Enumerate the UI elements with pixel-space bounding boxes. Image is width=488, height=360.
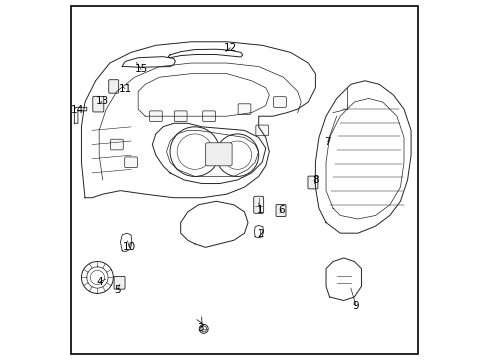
Text: 4: 4 xyxy=(97,277,103,287)
Text: 15: 15 xyxy=(134,64,147,75)
FancyBboxPatch shape xyxy=(276,204,285,216)
Text: 12: 12 xyxy=(223,43,237,53)
FancyBboxPatch shape xyxy=(255,125,268,136)
Text: 13: 13 xyxy=(95,96,108,106)
FancyBboxPatch shape xyxy=(205,143,232,166)
FancyBboxPatch shape xyxy=(108,80,119,93)
Text: 3: 3 xyxy=(197,323,203,333)
FancyBboxPatch shape xyxy=(114,276,125,289)
FancyBboxPatch shape xyxy=(253,196,263,213)
Text: 7: 7 xyxy=(324,137,330,147)
FancyBboxPatch shape xyxy=(238,104,250,114)
Text: 2: 2 xyxy=(257,229,263,239)
FancyBboxPatch shape xyxy=(124,157,137,168)
Text: 10: 10 xyxy=(122,242,136,252)
FancyBboxPatch shape xyxy=(149,111,162,122)
FancyBboxPatch shape xyxy=(110,139,123,150)
Text: 8: 8 xyxy=(311,175,318,185)
FancyBboxPatch shape xyxy=(174,111,187,122)
FancyBboxPatch shape xyxy=(202,111,215,122)
FancyBboxPatch shape xyxy=(93,96,103,112)
Text: 5: 5 xyxy=(114,285,121,295)
FancyBboxPatch shape xyxy=(307,176,317,189)
Text: 9: 9 xyxy=(352,301,359,311)
Text: 11: 11 xyxy=(118,84,131,94)
Text: 6: 6 xyxy=(278,205,285,215)
FancyBboxPatch shape xyxy=(273,97,286,107)
Text: 14: 14 xyxy=(70,105,83,115)
Text: 1: 1 xyxy=(257,205,263,215)
